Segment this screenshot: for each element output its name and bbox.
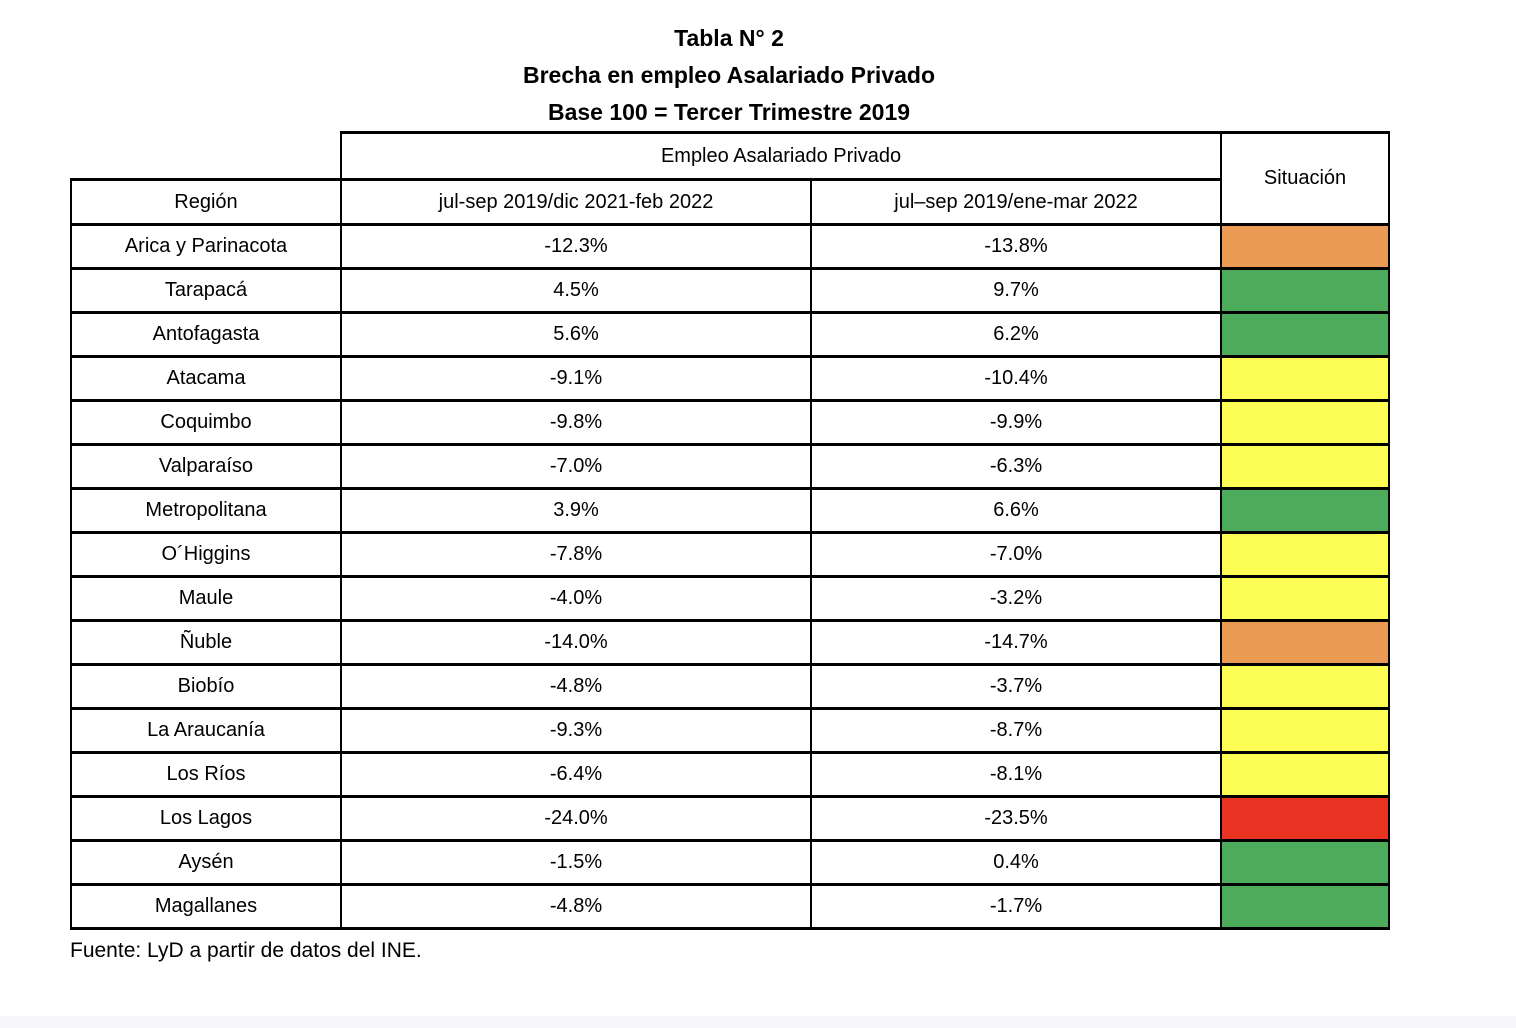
region-cell: Atacama <box>70 355 342 402</box>
gap-ene-mar-cell: -6.3% <box>809 443 1223 490</box>
gap-dec-feb-cell: -6.4% <box>340 751 812 798</box>
table-row: Los Lagos -24.0% -23.5% <box>70 795 1391 842</box>
gap-dec-feb-cell: -12.3% <box>340 223 812 270</box>
region-cell: Coquimbo <box>70 399 342 446</box>
table-row: Maule -4.0% -3.2% <box>70 575 1391 622</box>
gap-dec-feb-cell: -14.0% <box>340 619 812 666</box>
region-cell: Arica y Parinacota <box>70 223 342 270</box>
gap-dec-feb-cell: -9.1% <box>340 355 812 402</box>
table-row: O´Higgins -7.8% -7.0% <box>70 531 1391 578</box>
table-row: Los Ríos -6.4% -8.1% <box>70 751 1391 798</box>
gap-dec-feb-cell: -4.0% <box>340 575 812 622</box>
region-cell: Valparaíso <box>70 443 342 490</box>
status-cell <box>1220 531 1391 578</box>
status-cell <box>1220 223 1391 270</box>
status-cell <box>1220 399 1391 446</box>
table-row: Magallanes -4.8% -1.7% <box>70 883 1391 930</box>
status-cell <box>1220 839 1391 886</box>
gap-dec-feb-cell: 4.5% <box>340 267 812 314</box>
table-row: Ñuble -14.0% -14.7% <box>70 619 1391 666</box>
region-cell: O´Higgins <box>70 531 342 578</box>
status-cell <box>1220 707 1391 754</box>
status-cell <box>1220 575 1391 622</box>
gap-ene-mar-cell: 6.6% <box>809 487 1223 534</box>
status-cell <box>1220 795 1391 842</box>
table-header: Empleo Asalariado Privado Situación Regi… <box>70 131 1391 226</box>
status-cell <box>1220 751 1391 798</box>
gap-dec-feb-cell: -9.3% <box>340 707 812 754</box>
table-row: Coquimbo -9.8% -9.9% <box>70 399 1391 446</box>
table-row: Biobío -4.8% -3.7% <box>70 663 1391 710</box>
region-cell: Metropolitana <box>70 487 342 534</box>
table-body: Arica y Parinacota -12.3% -13.8% Tarapac… <box>70 223 1391 930</box>
gap-ene-mar-cell: -3.7% <box>809 663 1223 710</box>
gap-ene-mar-cell: -9.9% <box>809 399 1223 446</box>
gap-ene-mar-cell: -3.2% <box>809 575 1223 622</box>
region-cell: Ñuble <box>70 619 342 666</box>
period2-header-cell: jul–sep 2019/ene-mar 2022 <box>809 178 1223 226</box>
table-row: Valparaíso -7.0% -6.3% <box>70 443 1391 490</box>
table-row: Metropolitana 3.9% 6.6% <box>70 487 1391 534</box>
bottom-strip <box>0 1016 1516 1028</box>
corner-blank-cell <box>71 132 341 180</box>
gap-ene-mar-cell: -14.7% <box>809 619 1223 666</box>
group-header-cell: Empleo Asalariado Privado <box>339 131 1223 181</box>
table-base-title: Base 100 = Tercer Trimestre 2019 <box>547 99 911 125</box>
gap-dec-feb-cell: 3.9% <box>340 487 812 534</box>
table-number-title: Tabla N° 2 <box>674 25 784 51</box>
gap-dec-feb-cell: 5.6% <box>340 311 812 358</box>
region-cell: Los Lagos <box>70 795 342 842</box>
gap-dec-feb-cell: -7.8% <box>340 531 812 578</box>
region-cell: Antofagasta <box>70 311 342 358</box>
source-note: Fuente: LyD a partir de datos del INE. <box>70 939 422 962</box>
gap-ene-mar-cell: -8.1% <box>809 751 1223 798</box>
table-row: Antofagasta 5.6% 6.2% <box>70 311 1391 358</box>
gap-dec-feb-cell: -7.0% <box>340 443 812 490</box>
status-cell <box>1220 355 1391 402</box>
table-row: Atacama -9.1% -10.4% <box>70 355 1391 402</box>
table-row: La Araucanía -9.3% -8.7% <box>70 707 1391 754</box>
region-cell: Maule <box>70 575 342 622</box>
table-row: Tarapacá 4.5% 9.7% <box>70 267 1391 314</box>
status-cell <box>1220 267 1391 314</box>
gap-dec-feb-cell: -4.8% <box>340 663 812 710</box>
status-cell <box>1220 487 1391 534</box>
status-cell <box>1220 311 1391 358</box>
region-header-cell: Región <box>70 178 342 226</box>
region-cell: Tarapacá <box>70 267 342 314</box>
status-cell <box>1220 443 1391 490</box>
gap-ene-mar-cell: -7.0% <box>809 531 1223 578</box>
gap-dec-feb-cell: -1.5% <box>340 839 812 886</box>
table-subject-title: Brecha en empleo Asalariado Privado <box>522 62 936 88</box>
gap-ene-mar-cell: 6.2% <box>809 311 1223 358</box>
region-cell: Biobío <box>70 663 342 710</box>
gap-ene-mar-cell: 0.4% <box>809 839 1223 886</box>
status-cell <box>1220 663 1391 710</box>
situacion-header-cell: Situación <box>1220 131 1391 226</box>
period1-header-cell: jul-sep 2019/dic 2021-feb 2022 <box>340 178 812 226</box>
status-cell <box>1220 619 1391 666</box>
gap-ene-mar-cell: -13.8% <box>809 223 1223 270</box>
gap-ene-mar-cell: 9.7% <box>809 267 1223 314</box>
gap-ene-mar-cell: -8.7% <box>809 707 1223 754</box>
region-cell: Los Ríos <box>70 751 342 798</box>
status-cell <box>1220 883 1391 930</box>
gap-dec-feb-cell: -4.8% <box>340 883 812 930</box>
table-row: Arica y Parinacota -12.3% -13.8% <box>70 223 1391 270</box>
region-cell: Magallanes <box>70 883 342 930</box>
gap-dec-feb-cell: -24.0% <box>340 795 812 842</box>
gap-ene-mar-cell: -1.7% <box>809 883 1223 930</box>
gap-ene-mar-cell: -23.5% <box>809 795 1223 842</box>
region-cell: Aysén <box>70 839 342 886</box>
employment-gap-table: Empleo Asalariado Privado Situación Regi… <box>70 131 1391 930</box>
region-cell: La Araucanía <box>70 707 342 754</box>
gap-ene-mar-cell: -10.4% <box>809 355 1223 402</box>
gap-dec-feb-cell: -9.8% <box>340 399 812 446</box>
table-title-block: Tabla N° 2 Brecha en empleo Asalariado P… <box>70 0 1388 131</box>
table-row: Aysén -1.5% 0.4% <box>70 839 1391 886</box>
